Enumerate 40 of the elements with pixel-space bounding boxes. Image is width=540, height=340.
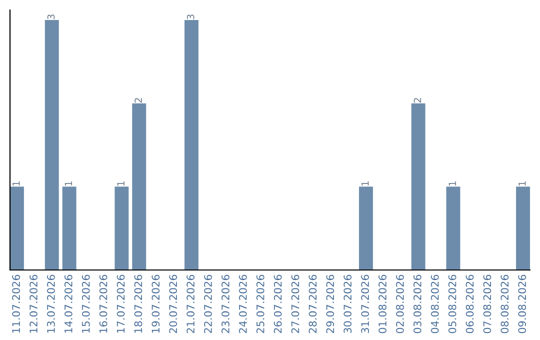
- x-tick-label: 18.07.2026: [134, 274, 142, 333]
- x-tick-label: 16.07.2026: [99, 274, 108, 333]
- x-tick-label: 30.07.2026: [344, 274, 352, 334]
- x-tick-label: 25.07.2026: [256, 274, 264, 334]
- x-tick-label: 31.07.2026: [361, 274, 369, 334]
- x-tick-label: 24.07.2026: [238, 274, 247, 334]
- x-tick-label: 27.07.2026: [291, 274, 300, 334]
- x-tick-label: 29.07.2026: [326, 274, 334, 334]
- x-tick-label: 19.07.2026: [152, 274, 160, 333]
- data-label: 3: [186, 14, 194, 20]
- data-label: 3: [47, 14, 55, 20]
- x-tick-label: 06.08.2026: [466, 274, 474, 334]
- data-label: 1: [448, 181, 456, 186]
- x-tick-label: 04.08.2026: [430, 274, 439, 334]
- x-tick-label: 12.07.2026: [30, 274, 38, 333]
- x-tick-label: 08.08.2026: [500, 274, 509, 334]
- x-tick-label: 15.07.2026: [82, 274, 90, 333]
- data-label: 1: [64, 181, 72, 186]
- x-tick-label: 03.08.2026: [413, 274, 422, 334]
- x-tick-label: 02.08.2026: [396, 274, 404, 334]
- data-label: 1: [12, 181, 20, 186]
- x-tick-label: 21.07.2026: [186, 274, 194, 334]
- x-tick-label: 17.07.2026: [116, 274, 125, 333]
- x-tick-label: 13.07.2026: [47, 274, 55, 333]
- x-tick-label: 14.07.2026: [64, 274, 72, 333]
- x-tick-label: 01.08.2026: [378, 274, 386, 334]
- x-tick-label: 07.08.2026: [483, 274, 492, 334]
- data-label: 1: [518, 181, 526, 186]
- x-tick-label: 11.07.2026: [12, 274, 20, 333]
- x-tick-label: 20.07.2026: [169, 274, 178, 334]
- x-tick-label: 28.07.2026: [308, 274, 317, 334]
- x-tick-label: 26.07.2026: [274, 274, 282, 334]
- x-tick-label: 22.07.2026: [204, 274, 212, 334]
- x-tick-label: 09.08.2026: [518, 274, 526, 334]
- data-label: 2: [134, 98, 142, 103]
- data-label: 2: [414, 98, 422, 103]
- data-label: 1: [362, 181, 369, 186]
- x-tick-label: 05.08.2026: [448, 274, 456, 334]
- x-tick-label: 23.07.2026: [222, 274, 230, 334]
- data-label: 1: [117, 181, 124, 186]
